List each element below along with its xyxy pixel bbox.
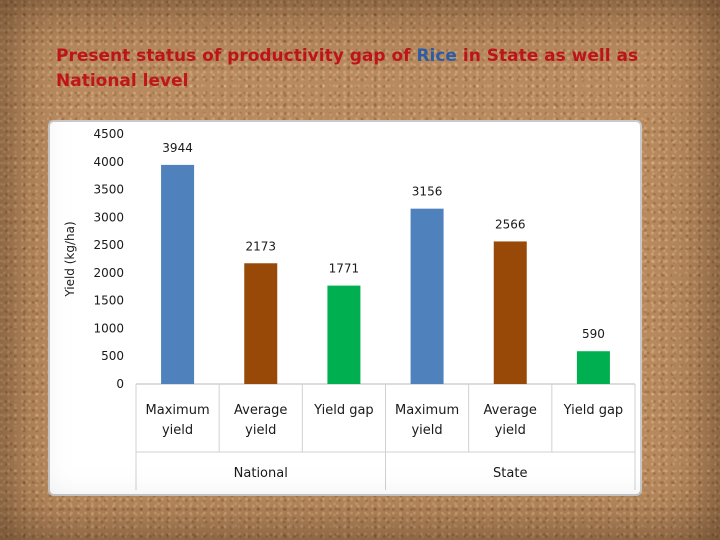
y-tick-label: 3500 [93, 183, 124, 197]
y-tick-label: 4500 [93, 127, 124, 141]
bar-national-maximum-yield [161, 164, 195, 384]
x-category-label: Maximum [146, 403, 210, 418]
x-category-label: yield [411, 423, 442, 438]
x-category-label: Maximum [395, 403, 459, 418]
y-tick-label: 3000 [93, 210, 124, 224]
data-label: 1771 [329, 262, 360, 276]
y-tick-label: 0 [116, 377, 124, 391]
y-tick-label: 1000 [93, 321, 124, 335]
group-label-national: National [234, 466, 288, 481]
data-label: 590 [582, 327, 605, 341]
y-tick-label: 4000 [93, 155, 124, 169]
group-label-state: State [493, 466, 527, 481]
bar-state-maximum-yield [410, 208, 444, 384]
data-label: 3156 [412, 185, 443, 199]
chart-panel: Yield (kg/ha) 0 500 1000 1500 2000 2500 3000 350… [48, 120, 642, 496]
title-text-before: Present status of productivity gap of [56, 46, 417, 66]
slide-title: Present status of productivity gap of Ri… [56, 44, 656, 94]
title-highlight-rice: Rice [416, 46, 457, 66]
bar-national-average-yield [244, 263, 278, 384]
data-label: 2173 [245, 239, 276, 253]
x-category-label: Average [234, 403, 287, 418]
y-tick-label: 1500 [93, 294, 124, 308]
x-category-label: yield [245, 423, 276, 438]
bar-national-yield-gap [327, 285, 361, 384]
y-tick-label: 2000 [93, 266, 124, 280]
y-tick-label: 500 [101, 349, 124, 363]
bar-chart: Yield (kg/ha) 0 500 1000 1500 2000 2500 3000 350… [63, 127, 636, 490]
bar-state-average-yield [493, 241, 527, 384]
y-tick-label: 2500 [93, 238, 124, 252]
x-category-label: yield [495, 423, 526, 438]
x-category-label: Yield gap [563, 403, 624, 418]
data-label: 3944 [162, 141, 193, 155]
x-category-label: yield [162, 423, 193, 438]
x-category-label: Average [484, 403, 537, 418]
x-category-label: Yield gap [313, 403, 374, 418]
bar-state-yield-gap [576, 351, 610, 384]
title-text-after: in State as well as National level [56, 46, 639, 91]
data-label: 2566 [495, 217, 526, 231]
y-axis-label: Yield (kg/ha) [63, 221, 77, 297]
